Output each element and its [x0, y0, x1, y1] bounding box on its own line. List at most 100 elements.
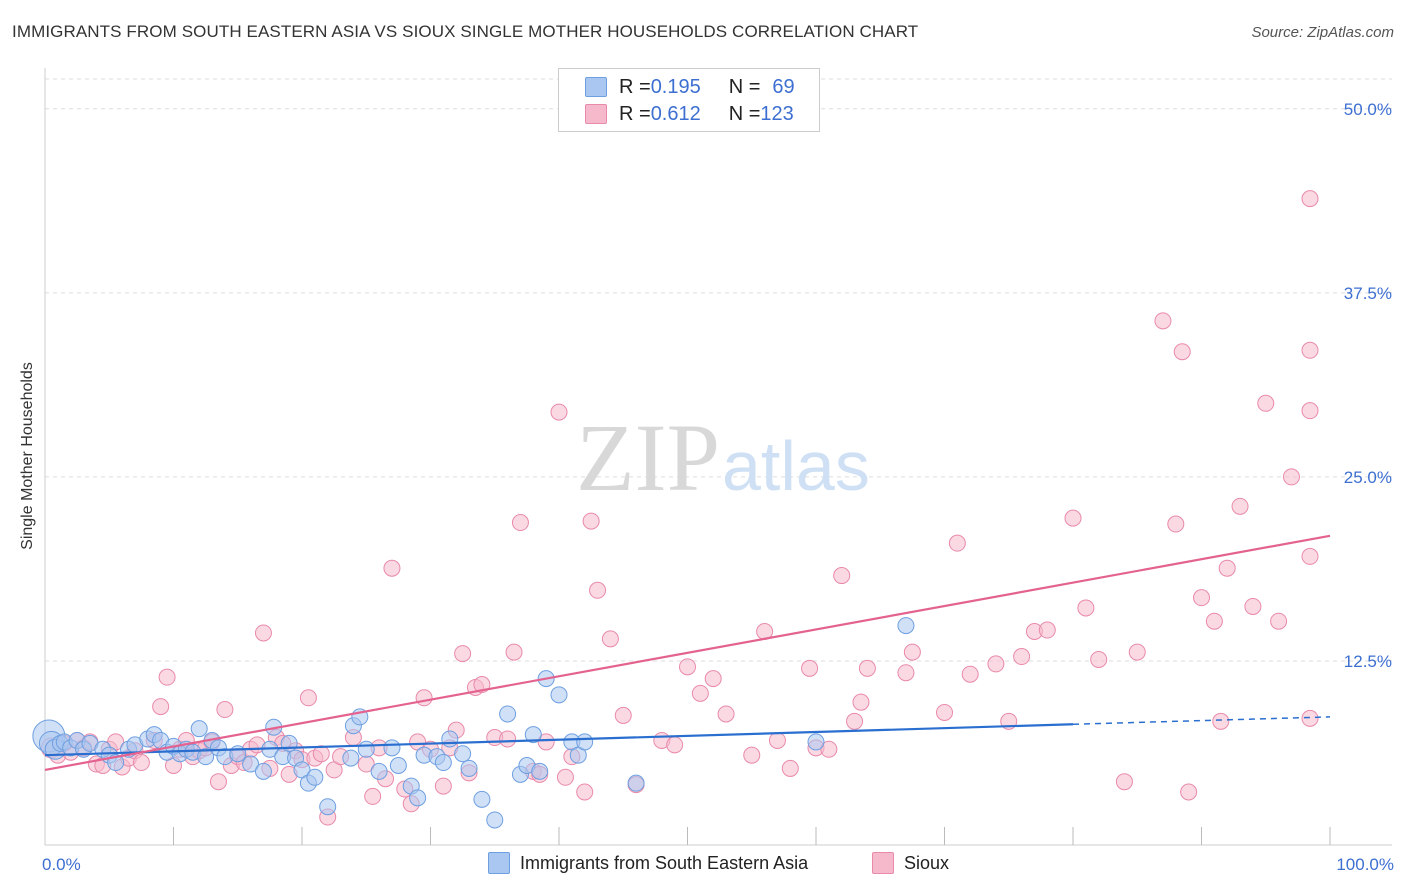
- immigrants-point: [197, 748, 215, 766]
- sioux-point: [1270, 612, 1288, 630]
- immigrants-point: [486, 811, 504, 829]
- sioux-point: [454, 645, 472, 663]
- legend-n-label: N =: [728, 102, 761, 125]
- immigrants-point: [627, 774, 645, 792]
- immigrants-point: [190, 720, 208, 738]
- sioux-point: [858, 659, 876, 677]
- sioux-point: [1090, 650, 1108, 668]
- immigrants-point: [807, 733, 825, 751]
- sioux-point: [781, 759, 799, 777]
- sioux-point: [499, 730, 517, 748]
- sioux-point: [666, 736, 684, 754]
- legend-row-pink: R = 0.612 N = 123: [585, 102, 794, 126]
- sioux-point: [1301, 709, 1319, 727]
- watermark-zip: ZIP: [576, 404, 720, 511]
- bottom-legend-label: Sioux: [904, 852, 950, 873]
- immigrants-point: [229, 745, 247, 763]
- immigrants-point: [242, 755, 260, 773]
- legend-r-label: R =: [619, 102, 651, 125]
- y-tick-label: 25.0%: [1344, 468, 1392, 487]
- sioux-point: [833, 567, 851, 585]
- sioux-point: [1205, 612, 1223, 630]
- sioux-point: [1301, 341, 1319, 359]
- legend-row-blue: R = 0.195 N = 69: [585, 75, 795, 99]
- y-tick-label: 12.5%: [1344, 652, 1392, 671]
- watermark-atlas: atlas: [722, 427, 870, 505]
- immigrants-trend-line: [44, 723, 1074, 757]
- sioux-point: [768, 731, 786, 749]
- sioux-point: [903, 643, 921, 661]
- immigrants-point: [254, 762, 272, 780]
- sioux-point: [1212, 712, 1230, 730]
- immigrants-point: [454, 745, 472, 763]
- sioux-point: [582, 512, 600, 530]
- legend-box: R = 0.195 N = 69 R = 0.612 N = 123: [558, 68, 820, 132]
- sioux-point: [511, 514, 529, 532]
- y-tick-label: 50.0%: [1344, 100, 1392, 119]
- immigrants-point: [499, 705, 517, 723]
- legend-r-value: 0.612: [650, 102, 701, 125]
- sioux-point: [743, 746, 761, 764]
- sioux-point: [556, 768, 574, 786]
- bottom-legend-swatch-pink: [872, 852, 894, 874]
- bottom-legend-sioux: Sioux: [872, 852, 949, 874]
- sioux-point: [537, 733, 555, 751]
- x-tick-label: 0.0%: [42, 855, 81, 874]
- sioux-point: [691, 684, 709, 702]
- immigrants-point: [383, 739, 401, 757]
- bottom-legend-label: Immigrants from South Eastern Asia: [520, 852, 809, 873]
- immigrants-point: [576, 733, 594, 751]
- y-axis-label: Single Mother Households: [19, 362, 36, 550]
- sioux-point: [1257, 394, 1275, 412]
- immigrants-point: [409, 789, 427, 807]
- sioux-point: [961, 665, 979, 683]
- sioux-point: [132, 754, 150, 772]
- sioux-point: [1301, 402, 1319, 420]
- sioux-point: [1064, 509, 1082, 527]
- sioux-point: [1128, 643, 1146, 661]
- sioux-point: [299, 689, 317, 707]
- sioux-point: [1167, 515, 1185, 533]
- sioux-point: [415, 689, 433, 707]
- immigrants-point: [524, 726, 542, 744]
- legend-n-value: 123: [760, 102, 794, 125]
- legend-r-value: 0.195: [650, 75, 701, 98]
- sioux-point: [576, 783, 594, 801]
- immigrants-point: [434, 754, 452, 772]
- sioux-point: [820, 740, 838, 758]
- immigrants-point: [319, 798, 337, 816]
- immigrants-point: [473, 790, 491, 808]
- sioux-point: [1077, 599, 1095, 617]
- sioux-point: [158, 668, 176, 686]
- sioux-point: [550, 403, 568, 421]
- sioux-point: [846, 712, 864, 730]
- sioux-point: [1173, 343, 1191, 361]
- legend-r-label: R =: [619, 75, 651, 98]
- immigrants-point: [550, 686, 568, 704]
- sioux-point: [254, 624, 272, 642]
- trend-lines: [44, 534, 1331, 771]
- immigrants-point: [897, 617, 915, 635]
- sioux-point: [383, 559, 401, 577]
- sioux-point: [936, 703, 953, 721]
- sioux-point: [216, 701, 234, 719]
- bottom-legend: Immigrants from South Eastern Asia Sioux: [0, 852, 1406, 878]
- sioux-point: [1301, 547, 1319, 565]
- immigrants-point: [357, 740, 375, 758]
- sioux-point: [1115, 773, 1133, 791]
- grid-lines: [45, 78, 1392, 662]
- sioux-point: [1180, 783, 1198, 801]
- sioux-point: [1154, 312, 1172, 330]
- immigrants-point: [531, 762, 549, 780]
- legend-swatch-blue: [585, 77, 607, 97]
- immigrants-trend-extension: [1072, 716, 1331, 726]
- sioux-point: [679, 658, 696, 676]
- tick-labels: 12.5% 25.0% 37.5% 50.0% 0.0% 100.0%: [42, 100, 1394, 874]
- immigrants-point: [460, 759, 478, 777]
- immigrants-points: [32, 617, 915, 829]
- immigrants-point: [370, 762, 388, 780]
- sioux-point: [312, 745, 330, 763]
- legend-n-value: 69: [772, 75, 795, 98]
- axes: [44, 68, 1392, 846]
